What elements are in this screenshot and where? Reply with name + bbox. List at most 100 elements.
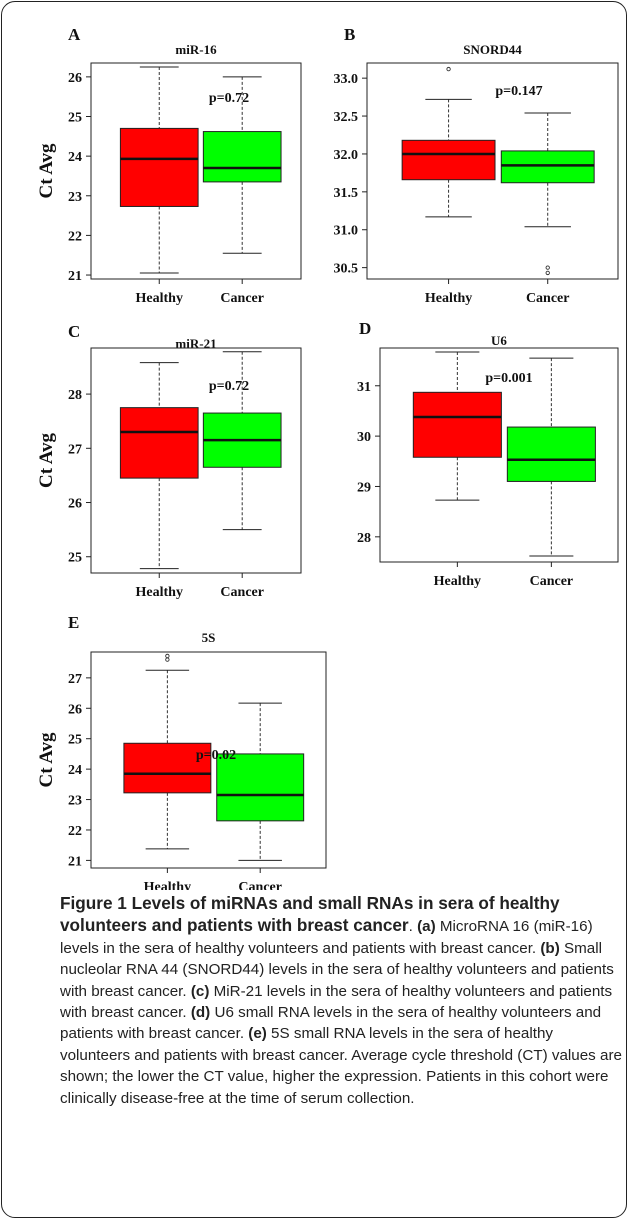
panel-title: miR-21 — [175, 336, 216, 351]
y-tick-label: 30 — [357, 430, 371, 445]
iqr-box — [412, 391, 502, 458]
iqr-box — [119, 127, 199, 207]
y-tick-label: 24 — [68, 150, 82, 165]
outlier-point — [545, 265, 550, 270]
y-tick-label: 25 — [68, 733, 82, 748]
box-healthy — [119, 66, 199, 274]
y-tick-label: 26 — [68, 702, 82, 717]
iqr-box — [202, 131, 282, 183]
y-tick-label: 32.0 — [334, 148, 359, 163]
y-tick-label: 31.5 — [334, 186, 359, 201]
caption-title-end: . — [408, 918, 413, 936]
box-cancer — [506, 357, 596, 557]
panel-letter: D — [359, 319, 371, 338]
box-healthy — [119, 362, 199, 570]
caption-text-d: U6 small RNA levels in the sera of healt… — [60, 1004, 602, 1043]
outlier-point — [545, 270, 550, 276]
iqr-box — [216, 753, 305, 822]
caption-text-a: MicroRNA 16 (miR-16) levels in the sera … — [60, 918, 593, 957]
panel-title: U6 — [491, 333, 507, 348]
y-axis-label: Ct Avg — [36, 432, 57, 488]
plot-frame — [90, 651, 327, 869]
y-tick-label: 26 — [68, 497, 82, 512]
panel-e: E 5S 21 22 23 24 25 26 27 Ct Avg Healthy Cancer p=0.… — [36, 613, 327, 890]
x-tick-label: Healthy — [425, 291, 472, 306]
y-tick-label: 25 — [68, 111, 82, 126]
y-tick-label: 30.5 — [334, 262, 359, 277]
y-tick-label: 33.0 — [334, 72, 359, 87]
panel-letter: B — [344, 25, 355, 44]
x-tick-label: Healthy — [136, 585, 183, 600]
box-cancer — [500, 112, 595, 276]
x-tick-label: Cancer — [220, 585, 264, 600]
y-tick-label: 22 — [68, 824, 82, 839]
panel-title: miR-16 — [175, 42, 217, 57]
y-tick-label: 25 — [68, 551, 82, 566]
y-tick-label: 29 — [357, 480, 371, 495]
box-cancer — [202, 351, 282, 531]
y-tick-label: 26 — [68, 71, 82, 86]
caption-label-a: (a) — [417, 918, 436, 936]
y-tick-label: 27 — [68, 672, 82, 687]
panel-b: B SNORD44 30.5 31.0 31.5 32.0 32.5 33.0 Healthy C… — [334, 25, 619, 306]
figure-caption: Figure 1 Levels of miRNAs and small RNAs… — [60, 893, 622, 1109]
y-tick-label: 32.5 — [334, 110, 359, 125]
box-cancer — [202, 76, 282, 254]
p-value-annotation: p=0.02 — [196, 748, 236, 763]
x-tick-label: Healthy — [144, 880, 191, 890]
caption-label-d: (d) — [190, 1004, 211, 1022]
p-value-annotation: p=0.72 — [209, 379, 249, 394]
outlier-point — [165, 657, 170, 662]
iqr-box — [401, 139, 496, 181]
caption-title: Figure 1 Levels of miRNAs and small RNAs… — [60, 893, 560, 936]
y-tick-label: 24 — [68, 763, 82, 778]
y-tick-label: 31 — [357, 380, 371, 395]
outlier-point — [446, 66, 451, 72]
iqr-box — [506, 426, 596, 482]
caption-text-e: 5S small RNA levels in the sera of healt… — [60, 1025, 622, 1107]
p-value-annotation: p=0.147 — [495, 84, 542, 99]
panel-d: D U6 28 29 30 31 Healthy Cancer p=0.001 — [357, 319, 619, 589]
y-tick-label: 28 — [68, 388, 82, 403]
plot-frame — [379, 347, 619, 563]
y-tick-label: 21 — [68, 854, 82, 869]
outlier-point — [165, 653, 170, 659]
caption-label-e: (e) — [248, 1025, 267, 1043]
caption-text-c: MiR-21 levels in the sera of healthy vol… — [60, 982, 613, 1022]
iqr-box — [123, 742, 212, 794]
iqr-box — [500, 150, 595, 184]
panel-title: SNORD44 — [463, 42, 522, 57]
caption-text-b: Small nucleolar RNA 44 (SNORD44) levels … — [60, 939, 614, 1000]
y-tick-label: 22 — [68, 229, 82, 244]
plot-frame — [90, 62, 302, 280]
y-tick-label: 31.0 — [334, 224, 359, 239]
x-tick-label: Healthy — [136, 291, 183, 306]
panel-letter: C — [68, 322, 80, 341]
x-tick-label: Healthy — [434, 574, 481, 589]
caption-label-b: (b) — [540, 939, 560, 957]
plot-frame — [366, 62, 619, 280]
panel-letter: E — [68, 613, 79, 632]
p-value-annotation: p=0.72 — [209, 91, 249, 106]
x-tick-label: Cancer — [238, 880, 282, 890]
y-tick-label: 28 — [357, 531, 371, 546]
y-axis-label: Ct Avg — [36, 143, 57, 199]
y-tick-label: 21 — [68, 269, 82, 284]
y-tick-label: 23 — [68, 190, 82, 205]
y-tick-label: 23 — [68, 794, 82, 809]
box-healthy — [123, 653, 212, 850]
plot-frame — [90, 347, 302, 574]
iqr-box — [119, 407, 199, 479]
panel-title: 5S — [202, 630, 216, 645]
box-healthy — [412, 351, 502, 501]
x-tick-label: Cancer — [220, 291, 264, 306]
y-tick-label: 27 — [68, 442, 82, 457]
box-healthy — [401, 66, 496, 218]
p-value-annotation: p=0.001 — [485, 371, 532, 386]
caption-label-c: (c) — [190, 982, 210, 1000]
y-axis-label: Ct Avg — [36, 732, 57, 788]
